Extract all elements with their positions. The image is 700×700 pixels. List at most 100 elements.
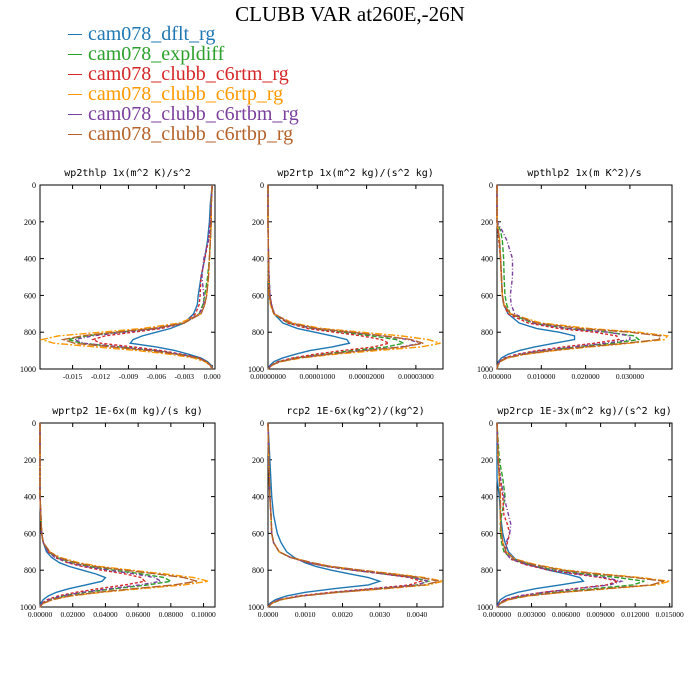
legend-swatch [68,33,82,35]
series-line [496,422,645,608]
x-tick-label: 0.010000 [527,372,555,381]
x-tick-label: 0.030000 [616,372,644,381]
series-line [39,423,107,608]
y-tick-label: 800 [481,566,493,575]
legend-item: cam078_clubb_c6rtbm_rg [68,102,299,125]
legend-swatch [68,73,82,75]
x-tick-label: 0.04000 [93,610,118,619]
x-tick-label: 0.015000 [656,610,684,619]
y-tick-label: 600 [24,291,36,300]
chart-title: wp2rcp 1E-3x(m^2 kg)/(s^2 kg) [497,406,672,417]
x-tick-label: 0.009000 [587,610,615,619]
chart-panel: wp2rcp 1E-3x(m^2 kg)/(s^2 kg) 0 200 400 600 8… [477,406,684,619]
page-title: CLUBB VAR at260E,-26N [235,2,465,26]
y-tick-label: 0 [260,419,264,428]
series-line [60,184,213,370]
series-line [267,422,431,608]
series-line [39,423,198,608]
y-tick-label: 1000 [477,603,493,612]
series-line [129,184,213,370]
x-tick-label: 0.0000 [258,610,279,619]
y-tick-label: 1000 [477,365,493,374]
chart-panel: rcp2 1E-6x(kg^2)/(kg^2) 0 200 400 600 800 1000… [248,406,444,619]
y-tick-label: 600 [252,529,264,538]
plot-frame [496,422,673,608]
y-tick-label: 200 [481,456,493,465]
series-line [267,422,440,608]
x-tick-label: 0.0010 [295,610,316,619]
legend-label: cam078_clubb_c6rtp_rg [88,82,284,105]
y-tick-label: 0 [489,419,493,428]
plot-frame [496,184,673,370]
y-tick-label: 200 [24,218,36,227]
chart-title: rcp2 1E-6x(kg^2)/(kg^2) [286,406,424,417]
chart-title: wprtp2 1E-6x(m kg)/(s kg) [52,406,203,417]
series-line [267,185,406,370]
x-tick-label: -0.015 [63,372,83,381]
x-tick-label: 0.00002000 [349,372,385,381]
series-line [67,184,213,370]
series-line [496,422,665,608]
plot-frame [39,422,216,608]
legend-item: cam078_clubb_c6rtbp_rg [68,123,299,145]
x-tick-label: 0.0040 [407,610,428,619]
series-line [496,422,621,608]
x-tick-label: 0.0020 [332,610,353,619]
plot-frame [39,184,216,370]
y-tick-label: 0 [32,181,36,190]
x-tick-label: 0.06000 [126,610,151,619]
x-tick-label: 0.00000000 [250,372,286,381]
legend-swatch [68,113,82,115]
y-tick-label: 0 [260,181,264,190]
series-line [267,422,382,608]
x-tick-label: 0.000000 [483,372,511,381]
series-line [267,185,422,370]
series-line [496,185,620,370]
legend-label: cam078_clubb_c6rtm_rg [88,62,289,85]
y-tick-label: 200 [252,456,264,465]
x-tick-label: 0.003000 [517,610,545,619]
x-tick-label: 0.020000 [572,372,600,381]
y-tick-label: 1000 [248,365,264,374]
x-tick-label: 0.0030 [369,610,390,619]
series-line [71,184,213,370]
chart-title: wpthlp2 1x(m K^2)/s [527,168,641,179]
x-tick-label: 0.006000 [552,610,580,619]
y-tick-label: 800 [252,328,264,337]
series-line [267,185,424,370]
series-line [496,185,663,370]
series-line [39,423,173,608]
y-tick-label: 200 [24,456,36,465]
series-line [39,423,147,608]
y-tick-label: 800 [481,328,493,337]
x-tick-label: 0.00001000 [299,372,335,381]
series-line [39,423,164,608]
y-tick-label: 600 [252,291,264,300]
y-tick-label: 200 [481,218,493,227]
legend-label: cam078_clubb_c6rtbm_rg [88,102,299,125]
y-tick-label: 1000 [248,603,264,612]
y-tick-label: 1000 [20,365,36,374]
legend: cam078_dflt_rg cam078_expldiff cam078_cl… [68,23,299,145]
y-tick-label: 800 [24,566,36,575]
chart-title: wp2rtp 1x(m^2 kg)/(s^2 kg) [277,168,434,179]
series-line [496,422,624,608]
x-tick-label: 0.00000 [28,610,53,619]
x-tick-label: 0.000000 [483,610,511,619]
legend-swatch [68,53,82,55]
x-tick-label: -0.009 [119,372,139,381]
y-tick-label: 1000 [20,603,36,612]
series-line [267,422,431,608]
series-line [267,185,351,370]
x-tick-label: 0.10000 [191,610,216,619]
legend-item: cam078_clubb_c6rtp_rg [68,82,299,105]
series-line [496,185,576,370]
chart-panel: wp2rtp 1x(m^2 kg)/(s^2 kg) 0 200 400 600 800 1… [248,168,444,381]
x-tick-label: 0.000 [204,372,221,381]
y-tick-label: 400 [24,493,36,502]
x-tick-label: 0.08000 [159,610,184,619]
chart-title: wp2thlp 1x(m^2 K)/s^2 [64,168,190,179]
y-tick-label: 400 [481,493,493,502]
legend-item: cam078_clubb_c6rtm_rg [68,62,299,85]
